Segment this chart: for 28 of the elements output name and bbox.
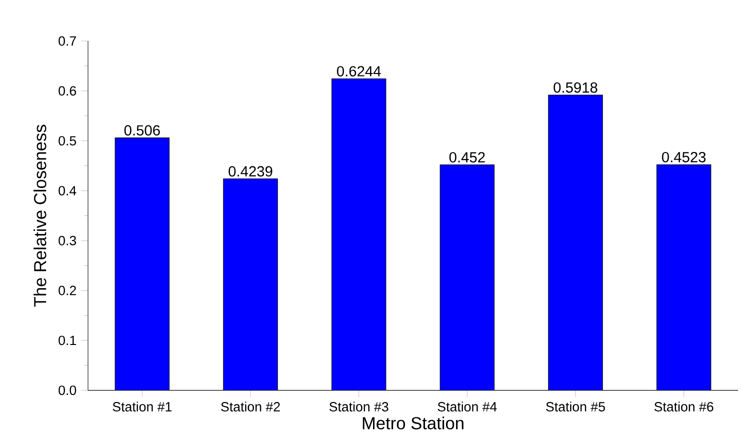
x-tick-label: Station #6 xyxy=(654,402,714,412)
y-tick-label: 0.3 xyxy=(58,236,76,246)
data-label: 0.4239 xyxy=(228,166,272,177)
y-tick-label: 0.5 xyxy=(58,136,76,146)
bar xyxy=(656,164,712,390)
data-label: 0.452 xyxy=(449,152,485,162)
x-tick-label: Station #2 xyxy=(221,402,280,412)
x-tick-label: Station #3 xyxy=(329,402,388,412)
x-tick-label: Station #1 xyxy=(112,402,172,412)
bar xyxy=(548,94,603,390)
data-label: 0.6244 xyxy=(336,66,381,76)
bar xyxy=(440,164,495,390)
bar xyxy=(223,178,278,390)
y-axis-title: The Relative Closeness xyxy=(34,124,46,307)
data-label: 0.5918 xyxy=(554,82,598,93)
y-tick-label: 0.7 xyxy=(58,36,76,46)
bar xyxy=(331,78,386,390)
x-axis-title: Metro Station xyxy=(362,416,464,430)
y-tick-label: 0.4 xyxy=(58,186,76,196)
y-tick-label: 0.2 xyxy=(58,286,76,296)
y-tick-label: 0.1 xyxy=(58,336,76,346)
y-tick-label: 0.0 xyxy=(58,386,76,396)
bar xyxy=(114,138,170,390)
data-label: 0.4523 xyxy=(662,152,706,162)
y-tick-label: 0.6 xyxy=(58,86,76,96)
x-tick-label: Station #5 xyxy=(546,402,605,412)
data-label: 0.506 xyxy=(124,125,160,136)
x-tick-label: Station #4 xyxy=(438,402,497,412)
